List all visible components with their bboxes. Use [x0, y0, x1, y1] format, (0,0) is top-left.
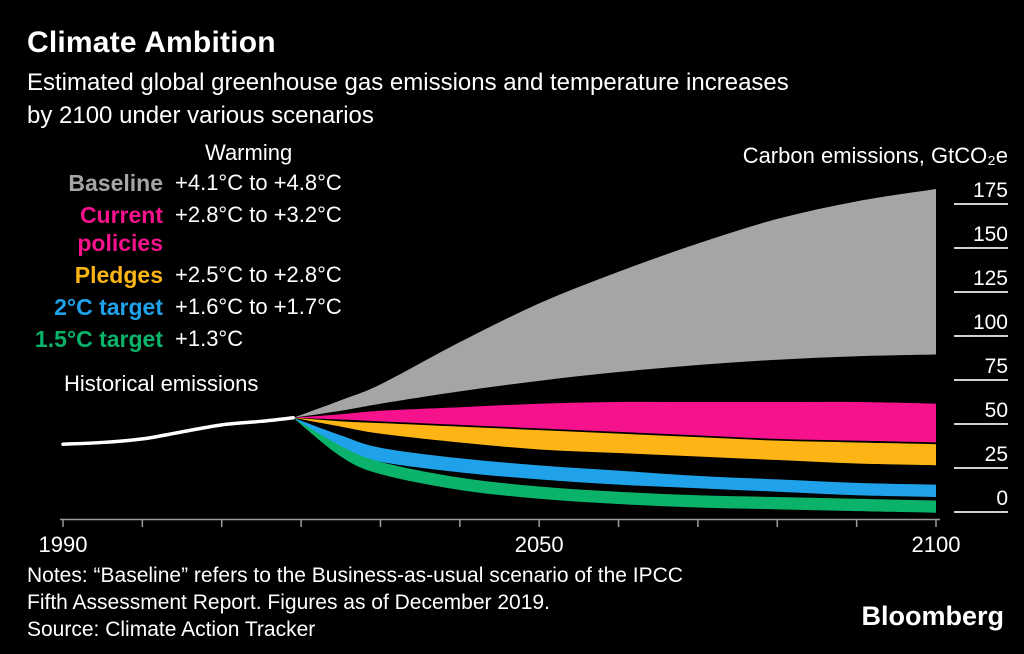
y-axis-tick-label: 125 — [973, 267, 1008, 290]
chart-subtitle: Estimated global greenhouse gas emission… — [27, 66, 789, 132]
legend-row-baseline: Baseline +4.1°C to +4.8°C — [27, 169, 342, 197]
y-axis-tick-label: 175 — [973, 179, 1008, 202]
x-axis-tick-label: 2050 — [515, 532, 564, 557]
notes-line-2: Fifth Assessment Report. Figures as of D… — [27, 591, 550, 614]
x-axis-tick-label: 1990 — [39, 532, 88, 557]
legend-warming-1-5c-target: +1.3°C — [175, 326, 244, 351]
legend-row-1-5c-target: 1.5°C target +1.3°C — [27, 325, 342, 353]
legend-row-2c-target: 2°C target +1.6°C to +1.7°C — [27, 293, 342, 321]
band-pledges — [293, 417, 936, 466]
warming-column-header: Warming — [205, 140, 293, 165]
notes-line-1: Notes: “Baseline” refers to the Business… — [27, 564, 683, 587]
legend-label-baseline: Baseline — [68, 170, 163, 196]
y-axis-tick-label: 150 — [973, 223, 1008, 246]
legend-label-pledges: Pledges — [74, 262, 163, 288]
band-1-5-c-target — [293, 417, 936, 513]
subtitle-line-2: by 2100 under various scenarios — [27, 102, 374, 129]
band-baseline — [293, 189, 936, 418]
y-axis-title: Carbon emissions, GtCO₂e — [742, 143, 1008, 168]
bloomberg-logo: Bloomberg — [861, 601, 1004, 631]
band-current-policies — [293, 401, 936, 443]
legend-row-pledges: Pledges +2.5°C to +2.8°C — [27, 261, 342, 289]
historical-emissions-line — [61, 416, 295, 446]
y-axis-tick-label: 50 — [985, 399, 1008, 422]
source-text: Source: Climate Action Tracker — [27, 618, 316, 641]
x-axis-tick-label: 2100 — [912, 532, 961, 557]
y-axis-tick-label: 0 — [996, 487, 1008, 510]
page-title: Climate Ambition — [27, 26, 276, 59]
legend-label-1-5c-target: 1.5°C target — [34, 326, 163, 352]
legend-warming-baseline: +4.1°C to +4.8°C — [175, 170, 342, 195]
legend-row-current-policies: Current policies +2.8°C to +3.2°C — [27, 201, 342, 257]
legend-warming-pledges: +2.5°C to +2.8°C — [175, 262, 342, 287]
subtitle-line-1: Estimated global greenhouse gas emission… — [27, 69, 789, 96]
band-2-c-target — [293, 417, 936, 497]
historical-emissions-label: Historical emissions — [64, 371, 259, 396]
y-axis-tick-label: 75 — [985, 355, 1008, 378]
y-axis-tick-label: 100 — [973, 311, 1008, 334]
chart-footer: Notes: “Baseline” refers to the Business… — [27, 562, 683, 643]
y-axis-tick-label: 25 — [985, 443, 1008, 466]
legend: Warming Baseline +4.1°C to +4.8°C Curren… — [27, 140, 342, 357]
legend-warming-2c-target: +1.6°C to +1.7°C — [175, 294, 342, 319]
legend-label-current-policies: Current policies — [77, 202, 163, 256]
legend-label-2c-target: 2°C target — [54, 294, 163, 320]
legend-warming-current-policies: +2.8°C to +3.2°C — [175, 202, 342, 227]
